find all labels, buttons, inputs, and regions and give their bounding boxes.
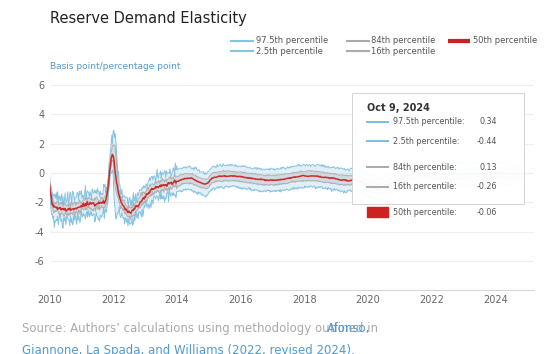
Text: 84th percentile:: 84th percentile:: [393, 162, 457, 172]
Text: Oct 9, 2024: Oct 9, 2024: [366, 103, 430, 113]
Text: 50th percentile: 50th percentile: [473, 36, 537, 45]
Text: Giannone, La Spada, and Williams (2022, revised 2024).: Giannone, La Spada, and Williams (2022, …: [22, 344, 355, 354]
Text: -0.44: -0.44: [477, 137, 497, 146]
Text: -0.06: -0.06: [477, 208, 497, 217]
Text: 16th percentile:: 16th percentile:: [393, 182, 457, 191]
Text: 16th percentile: 16th percentile: [371, 47, 436, 56]
Text: 50th percentile:: 50th percentile:: [393, 208, 457, 217]
Bar: [366, 207, 388, 217]
Text: 2.5th percentile:: 2.5th percentile:: [393, 137, 460, 146]
Text: Source: Authors’ calculations using methodology outlined in: Source: Authors’ calculations using meth…: [22, 322, 382, 335]
Text: 97.5th percentile: 97.5th percentile: [256, 36, 328, 45]
Text: 0.13: 0.13: [480, 162, 497, 172]
Text: Reserve Demand Elasticity: Reserve Demand Elasticity: [50, 11, 246, 25]
Text: Afonso,: Afonso,: [327, 322, 371, 335]
FancyBboxPatch shape: [352, 93, 524, 204]
Text: 0.34: 0.34: [480, 118, 497, 126]
Text: -0.26: -0.26: [477, 182, 497, 191]
Text: 97.5th percentile:: 97.5th percentile:: [393, 118, 465, 126]
Text: 84th percentile: 84th percentile: [371, 36, 436, 45]
Text: Basis point/percentage point: Basis point/percentage point: [50, 62, 180, 71]
Text: 2.5th percentile: 2.5th percentile: [256, 47, 323, 56]
